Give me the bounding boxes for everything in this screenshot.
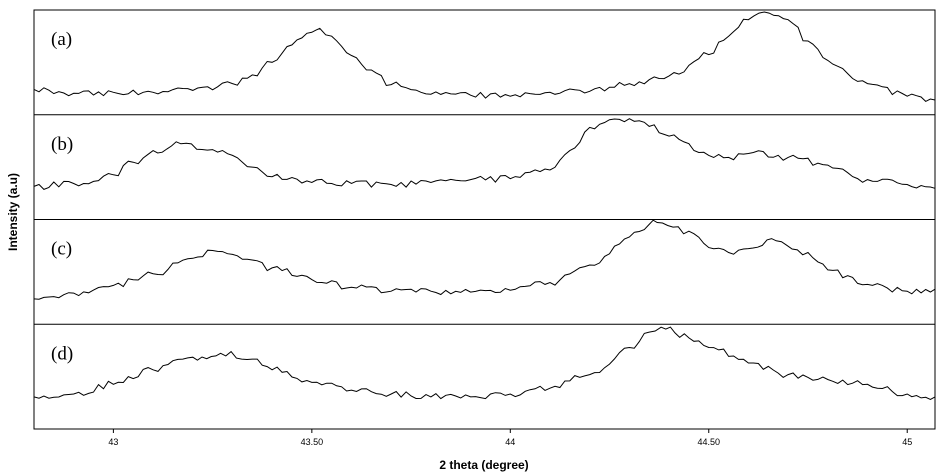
x-axis-title: 2 theta (degree) [439,458,528,472]
panel-label-1: (a) [51,29,72,50]
x-tick-label: 45 [902,437,912,447]
panel-separators [34,114,935,325]
spectrum-line-3 [33,219,936,300]
spectrum-line-1 [33,11,936,103]
x-tick-label: 44 [505,437,515,447]
x-tick-label: 43 [108,437,118,447]
panel-label-2: (b) [51,134,73,155]
x-axis-ticks: 43 43.50 44 44.50 45 [108,429,912,447]
x-tick-label: 44.50 [697,437,720,447]
x-tick-label: 43.50 [301,437,324,447]
panel-labels: (a) (b) (c) (d) [51,29,73,364]
y-axis-title: Intensity (a.u) [6,173,20,251]
panel-label-4: (d) [51,343,73,364]
spectrum-line-2 [33,118,936,190]
spectrum-line-4 [33,326,936,400]
panel-label-3: (c) [51,239,72,260]
spectra-traces [33,11,936,400]
